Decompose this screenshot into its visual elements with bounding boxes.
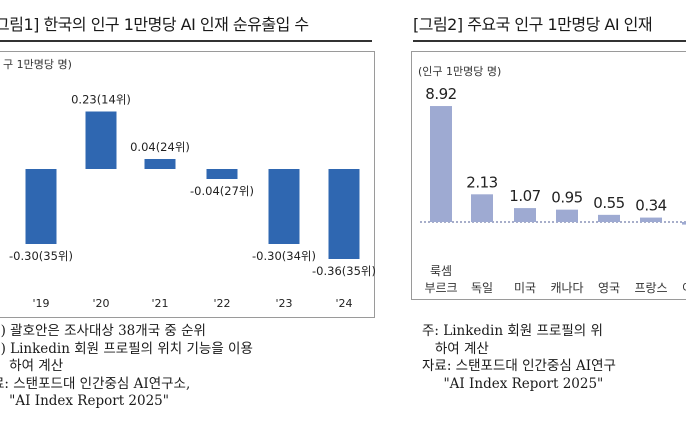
right-chart-title: [그림2] 주요국 인구 1만명당 AI 인재	[413, 15, 653, 34]
x-tick-1: 독일	[471, 281, 493, 295]
x-tick-2: '21	[151, 297, 168, 310]
x-tick-4: 영국	[598, 281, 620, 295]
left-chart-panel: 구 1만명당 명) -0.30(35위) '19 0.23(14위) '20 0.04(…	[0, 51, 376, 318]
bar-6	[682, 222, 686, 225]
bar-4	[598, 214, 620, 222]
x-tick-4: '23	[275, 297, 292, 310]
left-bar-chart: 구 1만명당 명) -0.30(35위) '19 0.23(14위) '20 0.04(…	[3, 58, 376, 310]
x-tick-2: 미국	[514, 281, 536, 295]
x-tick-1: '20	[92, 297, 109, 310]
data-label-0: -0.30(35위)	[9, 249, 73, 263]
bar-3	[556, 209, 578, 222]
note-line: 1) 괄호안은 조사대상 38개국 중 순위	[0, 323, 206, 339]
x-tick-6: 이탈	[682, 281, 686, 295]
data-label-2: 0.04(24위)	[130, 140, 190, 154]
data-label-3: -0.04(27위)	[190, 184, 254, 198]
note-line: 료: 스탠포드대 인간중심 AI연구소,	[0, 375, 191, 392]
left-unit-label: 구 1만명당 명)	[3, 58, 72, 71]
x-tick-3: 캐나다	[550, 281, 583, 295]
data-label-5: 0.34	[635, 197, 666, 215]
left-title-underline	[0, 40, 372, 42]
note-line: 자료: 스탠포드대 인간중심 AI연구	[422, 358, 616, 374]
bar-1	[471, 194, 493, 222]
data-label-0: 8.92	[425, 85, 456, 103]
data-label-3: 0.95	[551, 189, 582, 207]
x-tick-5: 프랑스	[634, 281, 667, 295]
note-line: "AI Index Report 2025"	[422, 375, 604, 392]
bar-2	[144, 159, 176, 169]
right-notes: 주: Linkedin 회원 프로필의 위 하여 계산 자료: 스탠포드대 인간중…	[422, 323, 616, 393]
bar-3	[206, 169, 238, 179]
x-tick-0: 룩셈 부르크	[424, 264, 457, 295]
note-line: "AI Index Report 2025"	[0, 393, 169, 409]
bar-4	[268, 169, 300, 244]
data-label-4: -0.30(34위)	[252, 249, 316, 263]
right-chart-panel: (인구 1만명당 명) 8.92 룩셈 부르크 2.13 독일 1.07 미국 0.95 캐나다…	[411, 51, 686, 300]
x-tick-3: '22	[213, 297, 230, 310]
right-title-underline	[413, 40, 686, 42]
note-line: 하여 계산	[422, 340, 489, 357]
data-label-5: -0.36(35위)	[312, 264, 376, 278]
right-unit-label: (인구 1만명당 명)	[418, 65, 501, 78]
data-label-2: 1.07	[509, 187, 540, 205]
data-label-1: 2.13	[466, 173, 497, 191]
data-label-1: 0.23(14위)	[71, 93, 131, 107]
bar-2	[514, 208, 536, 222]
note-line: 하여 계산	[9, 358, 64, 374]
note-line: 주: Linkedin 회원 프로필의 위	[422, 323, 603, 339]
x-tick-5: '24	[335, 297, 352, 310]
bar-5	[328, 169, 360, 259]
left-chart-title: 그림1] 한국의 인구 1만명당 AI 인재 순유출입 수	[0, 15, 309, 34]
right-bar-chart: (인구 1만명당 명) 8.92 룩셈 부르크 2.13 독일 1.07 미국 0.95 캐나다…	[418, 65, 686, 295]
note-line: 2) Linkedin 회원 프로필의 위치 기능을 이용	[0, 340, 253, 357]
bar-5	[640, 217, 662, 222]
x-tick-0: '19	[32, 297, 49, 310]
left-notes: 1) 괄호안은 조사대상 38개국 중 순위 2) Linkedin 회원 프로필…	[0, 323, 253, 411]
bar-1	[85, 111, 117, 169]
bar-0	[430, 106, 452, 222]
bar-0	[25, 169, 57, 244]
data-label-4: 0.55	[593, 194, 624, 212]
